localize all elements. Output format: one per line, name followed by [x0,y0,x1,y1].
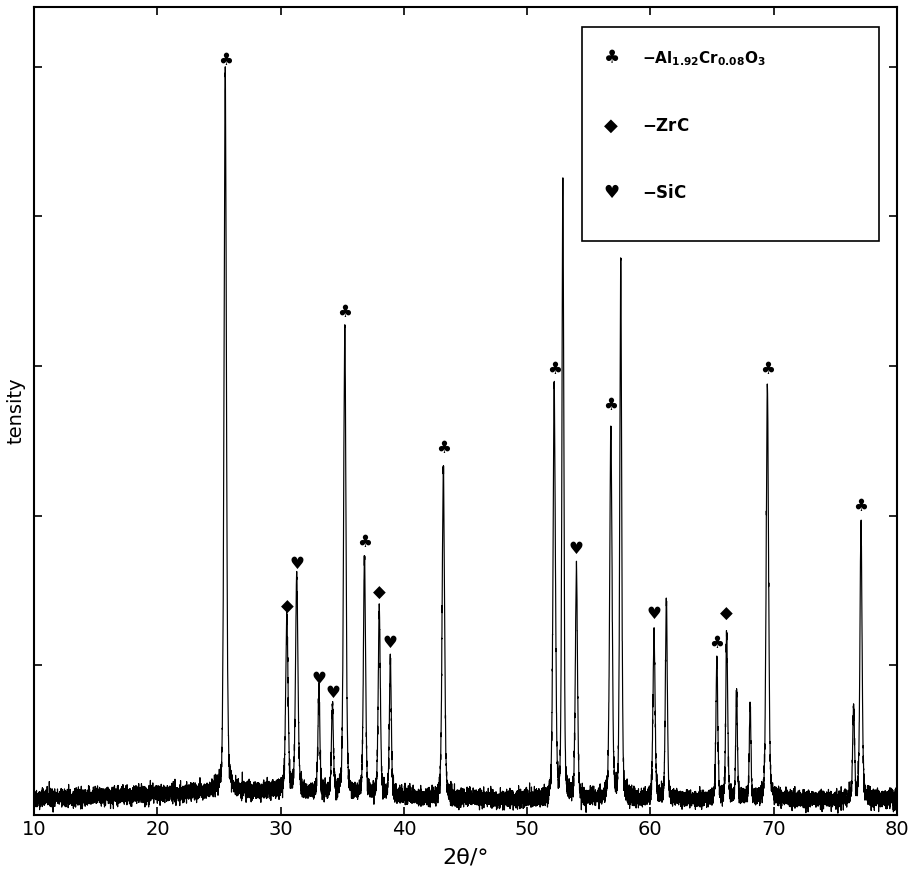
X-axis label: 2θ/°: 2θ/° [442,847,489,867]
Text: ♣: ♣ [547,360,562,378]
Y-axis label: tensity: tensity [7,378,26,444]
Text: ♣: ♣ [604,50,619,68]
Text: ♥: ♥ [569,540,583,558]
Text: $\mathbf{-SiC}$: $\mathbf{-SiC}$ [642,184,687,202]
Text: ♥: ♥ [647,605,661,623]
Text: ◆: ◆ [604,117,617,135]
Text: ♣: ♣ [760,360,775,378]
Text: ♣: ♣ [854,497,868,515]
Text: ◆: ◆ [280,598,293,616]
Text: ♥: ♥ [383,634,398,652]
Text: ♣: ♣ [357,533,372,551]
Text: ◆: ◆ [373,584,386,601]
Text: ♥: ♥ [289,555,304,572]
Text: ♣: ♣ [709,634,725,652]
Text: ♣: ♣ [218,51,233,68]
Text: ♥: ♥ [604,184,619,202]
Text: ◆: ◆ [720,605,733,623]
Text: ♣: ♣ [436,440,451,457]
Text: ♥: ♥ [311,669,326,688]
Bar [582,27,879,241]
Text: ♣: ♣ [604,396,618,414]
Text: $\mathbf{-ZrC}$: $\mathbf{-ZrC}$ [642,117,690,135]
Text: $\mathbf{-Al_{1.92}Cr_{0.08}O_3}$: $\mathbf{-Al_{1.92}Cr_{0.08}O_3}$ [642,50,766,68]
Text: ♥: ♥ [325,684,340,703]
Text: ♣: ♣ [337,302,353,321]
